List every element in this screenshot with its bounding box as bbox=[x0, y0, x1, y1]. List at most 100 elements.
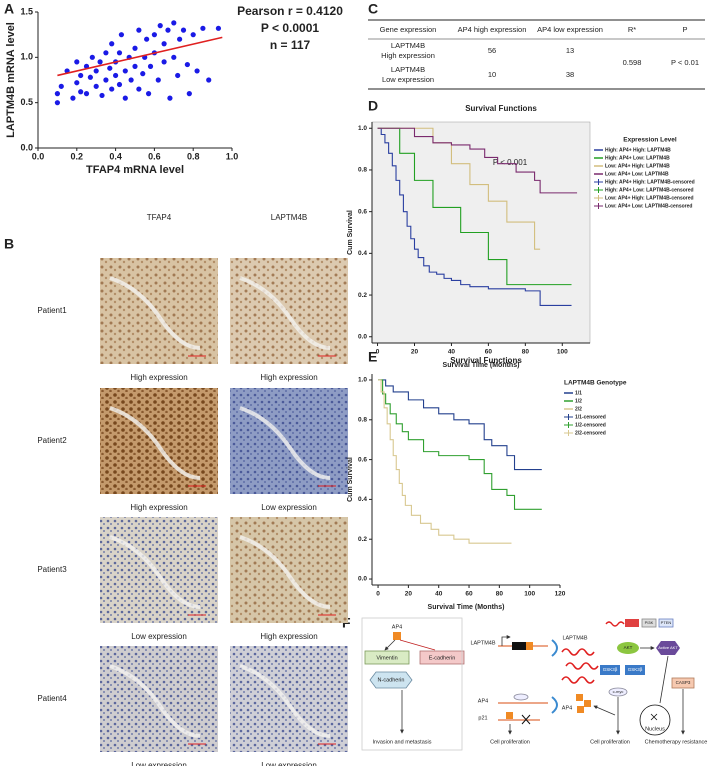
node-label: Cell proliferation bbox=[590, 739, 630, 745]
x-tick-label: 60 bbox=[485, 349, 493, 356]
micrograph-texture bbox=[100, 388, 218, 494]
node-label: Nucleus bbox=[645, 726, 665, 732]
node-label: Cell proliferation bbox=[490, 739, 530, 745]
y-axis-label: LAPTM4B mRNA level bbox=[5, 22, 17, 138]
point bbox=[103, 50, 109, 56]
table-header: AP4 high expression bbox=[458, 25, 527, 34]
point bbox=[93, 83, 99, 89]
cell: P < 0.01 bbox=[671, 58, 699, 67]
row-label: Patient2 bbox=[37, 436, 67, 445]
x-tick-label: 80 bbox=[522, 349, 530, 356]
legend-label: High: AP4+ High: LAPTM4B bbox=[605, 147, 671, 153]
point bbox=[200, 25, 206, 31]
x-tick-label: 40 bbox=[435, 591, 443, 598]
node-label: CASP3 bbox=[676, 680, 691, 685]
node bbox=[625, 665, 645, 675]
point bbox=[167, 95, 173, 101]
point bbox=[83, 91, 90, 97]
y-tick-label: 1.0 bbox=[20, 52, 33, 62]
panel-label: D bbox=[368, 98, 378, 114]
node bbox=[658, 618, 674, 628]
annotation: n = 117 bbox=[270, 38, 311, 52]
point bbox=[116, 81, 123, 88]
node bbox=[419, 650, 465, 665]
point bbox=[58, 83, 64, 89]
node bbox=[608, 687, 628, 697]
x-axis-label: Survival Time (Months) bbox=[428, 604, 505, 611]
annotation: P < 0.0001 bbox=[261, 21, 319, 35]
point bbox=[122, 95, 128, 101]
y-tick-label: 0.6 bbox=[358, 208, 367, 215]
node bbox=[364, 650, 410, 665]
tissue-gap bbox=[239, 276, 331, 350]
node-label: AP4 bbox=[392, 624, 402, 630]
node-label: Vimentin bbox=[376, 655, 397, 661]
panel-label: C bbox=[368, 1, 378, 17]
point bbox=[136, 86, 142, 92]
point bbox=[132, 45, 138, 51]
point bbox=[74, 80, 80, 86]
y-tick-label: 0.4 bbox=[358, 250, 367, 257]
y-tick-label: 0.0 bbox=[358, 576, 367, 583]
point bbox=[161, 41, 167, 47]
panel-label: E bbox=[368, 349, 377, 365]
legend-swatch bbox=[564, 430, 573, 436]
point bbox=[107, 65, 113, 71]
point bbox=[109, 41, 115, 47]
point bbox=[132, 63, 138, 69]
fit-line bbox=[57, 36, 223, 77]
point bbox=[113, 72, 119, 79]
y-tick-label: 0.4 bbox=[358, 496, 367, 503]
x-tick-label: 100 bbox=[557, 349, 568, 356]
point bbox=[54, 91, 61, 97]
legend-label: High: AP4+ Low: LAPTM4B bbox=[605, 155, 670, 161]
point bbox=[99, 92, 105, 99]
x-tick-label: 0.6 bbox=[148, 151, 161, 161]
node-label: c-myc bbox=[613, 689, 624, 694]
receptor bbox=[605, 621, 625, 627]
y-tick-label: 0.5 bbox=[20, 97, 33, 107]
x-tick-label: 0 bbox=[376, 349, 380, 356]
row-label: High expression bbox=[381, 51, 435, 60]
node-label: p21 bbox=[478, 715, 487, 721]
legend-label: Low: AP4+ Low: LAPTM4B bbox=[605, 171, 669, 177]
tissue-gap bbox=[109, 406, 201, 480]
point bbox=[136, 27, 142, 33]
legend-label: Low: AP4+ High: LAPTM4B-censored bbox=[605, 195, 694, 201]
point bbox=[177, 36, 183, 42]
y-axis-label: Cum Survival bbox=[347, 210, 354, 255]
point bbox=[89, 54, 95, 60]
protein-icon bbox=[577, 706, 584, 713]
node bbox=[641, 618, 657, 628]
tissue-gap bbox=[239, 535, 331, 609]
legend-swatch bbox=[564, 422, 573, 428]
point bbox=[140, 71, 146, 77]
legend-label: 1/1-censored bbox=[575, 414, 606, 420]
x-tick-label: 20 bbox=[411, 349, 419, 356]
annotation: Pearson r = 0.4120 bbox=[237, 4, 343, 18]
x-tick-label: 20 bbox=[405, 591, 413, 598]
column-header: LAPTM4B bbox=[271, 213, 307, 222]
point bbox=[145, 91, 152, 97]
cell: 56 bbox=[488, 46, 496, 55]
legend-label: High: AP4+ High: LAPTM4B-censored bbox=[605, 179, 695, 185]
block-mark bbox=[650, 713, 658, 721]
survival-curve bbox=[378, 379, 542, 510]
block-mark bbox=[521, 714, 531, 725]
point bbox=[78, 72, 84, 79]
point bbox=[190, 32, 196, 38]
x-axis-label: Survival Time (Months) bbox=[443, 362, 520, 369]
node-label: AP4 bbox=[478, 698, 488, 704]
point bbox=[147, 63, 154, 69]
promoter bbox=[501, 635, 511, 646]
caption: High expression bbox=[130, 503, 187, 512]
protein-icon bbox=[393, 632, 401, 640]
legend-title: LAPTM4B Genotype bbox=[564, 380, 627, 387]
node bbox=[600, 665, 620, 675]
point bbox=[165, 27, 171, 33]
y-tick-label: 0.8 bbox=[358, 167, 367, 174]
tissue-gap bbox=[109, 664, 201, 738]
node-label: AKT bbox=[624, 645, 633, 650]
node bbox=[671, 677, 695, 689]
